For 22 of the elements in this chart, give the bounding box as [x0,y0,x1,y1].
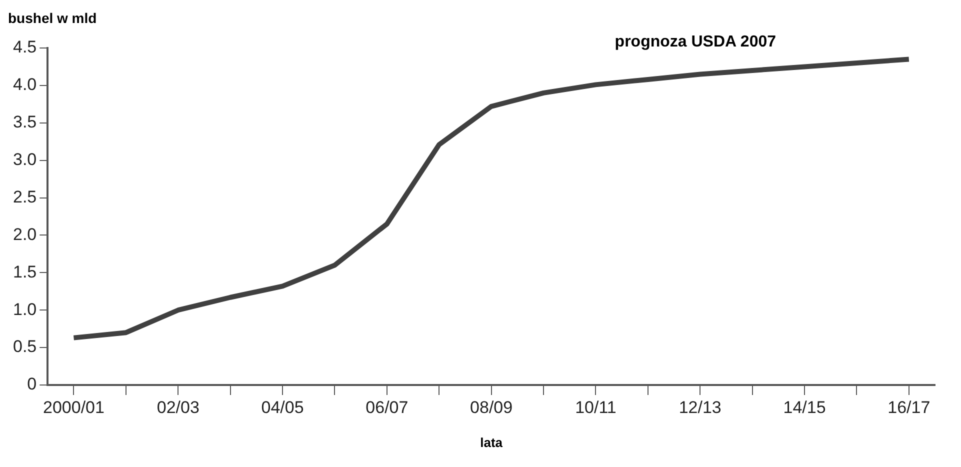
y-tick-label: 0.5 [12,337,37,356]
x-tick-label: 16/17 [888,398,930,417]
y-tick-label: 2.5 [12,187,37,206]
x-tick-label: 06/07 [366,398,408,417]
y-tick-label: 2.0 [12,224,37,244]
y-tick-label: 3.0 [12,150,37,170]
x-tick-label: 12/13 [678,398,722,417]
y-tick-label: 0 [27,374,37,394]
annotation: prognoza USDA 2007 [614,33,776,50]
x-tick-label: 02/03 [156,398,200,417]
y-tick-label: 1.0 [12,300,37,319]
x-axis-title: lata [480,434,504,450]
x-tick-label: 14/15 [783,398,826,417]
x-tick-label: 08/09 [470,398,513,417]
x-tick-label: 04/05 [261,398,304,417]
y-tick-label: 3.5 [12,112,37,132]
y-tick-label: 4.0 [12,75,37,94]
y-tick-label: 4.5 [12,38,37,57]
y-tick-label: 1.5 [12,262,37,282]
x-tick-label: 2000/01 [43,398,104,417]
y-axis-title: bushel w mld [8,10,97,26]
x-tick-label: 10/11 [575,398,616,417]
